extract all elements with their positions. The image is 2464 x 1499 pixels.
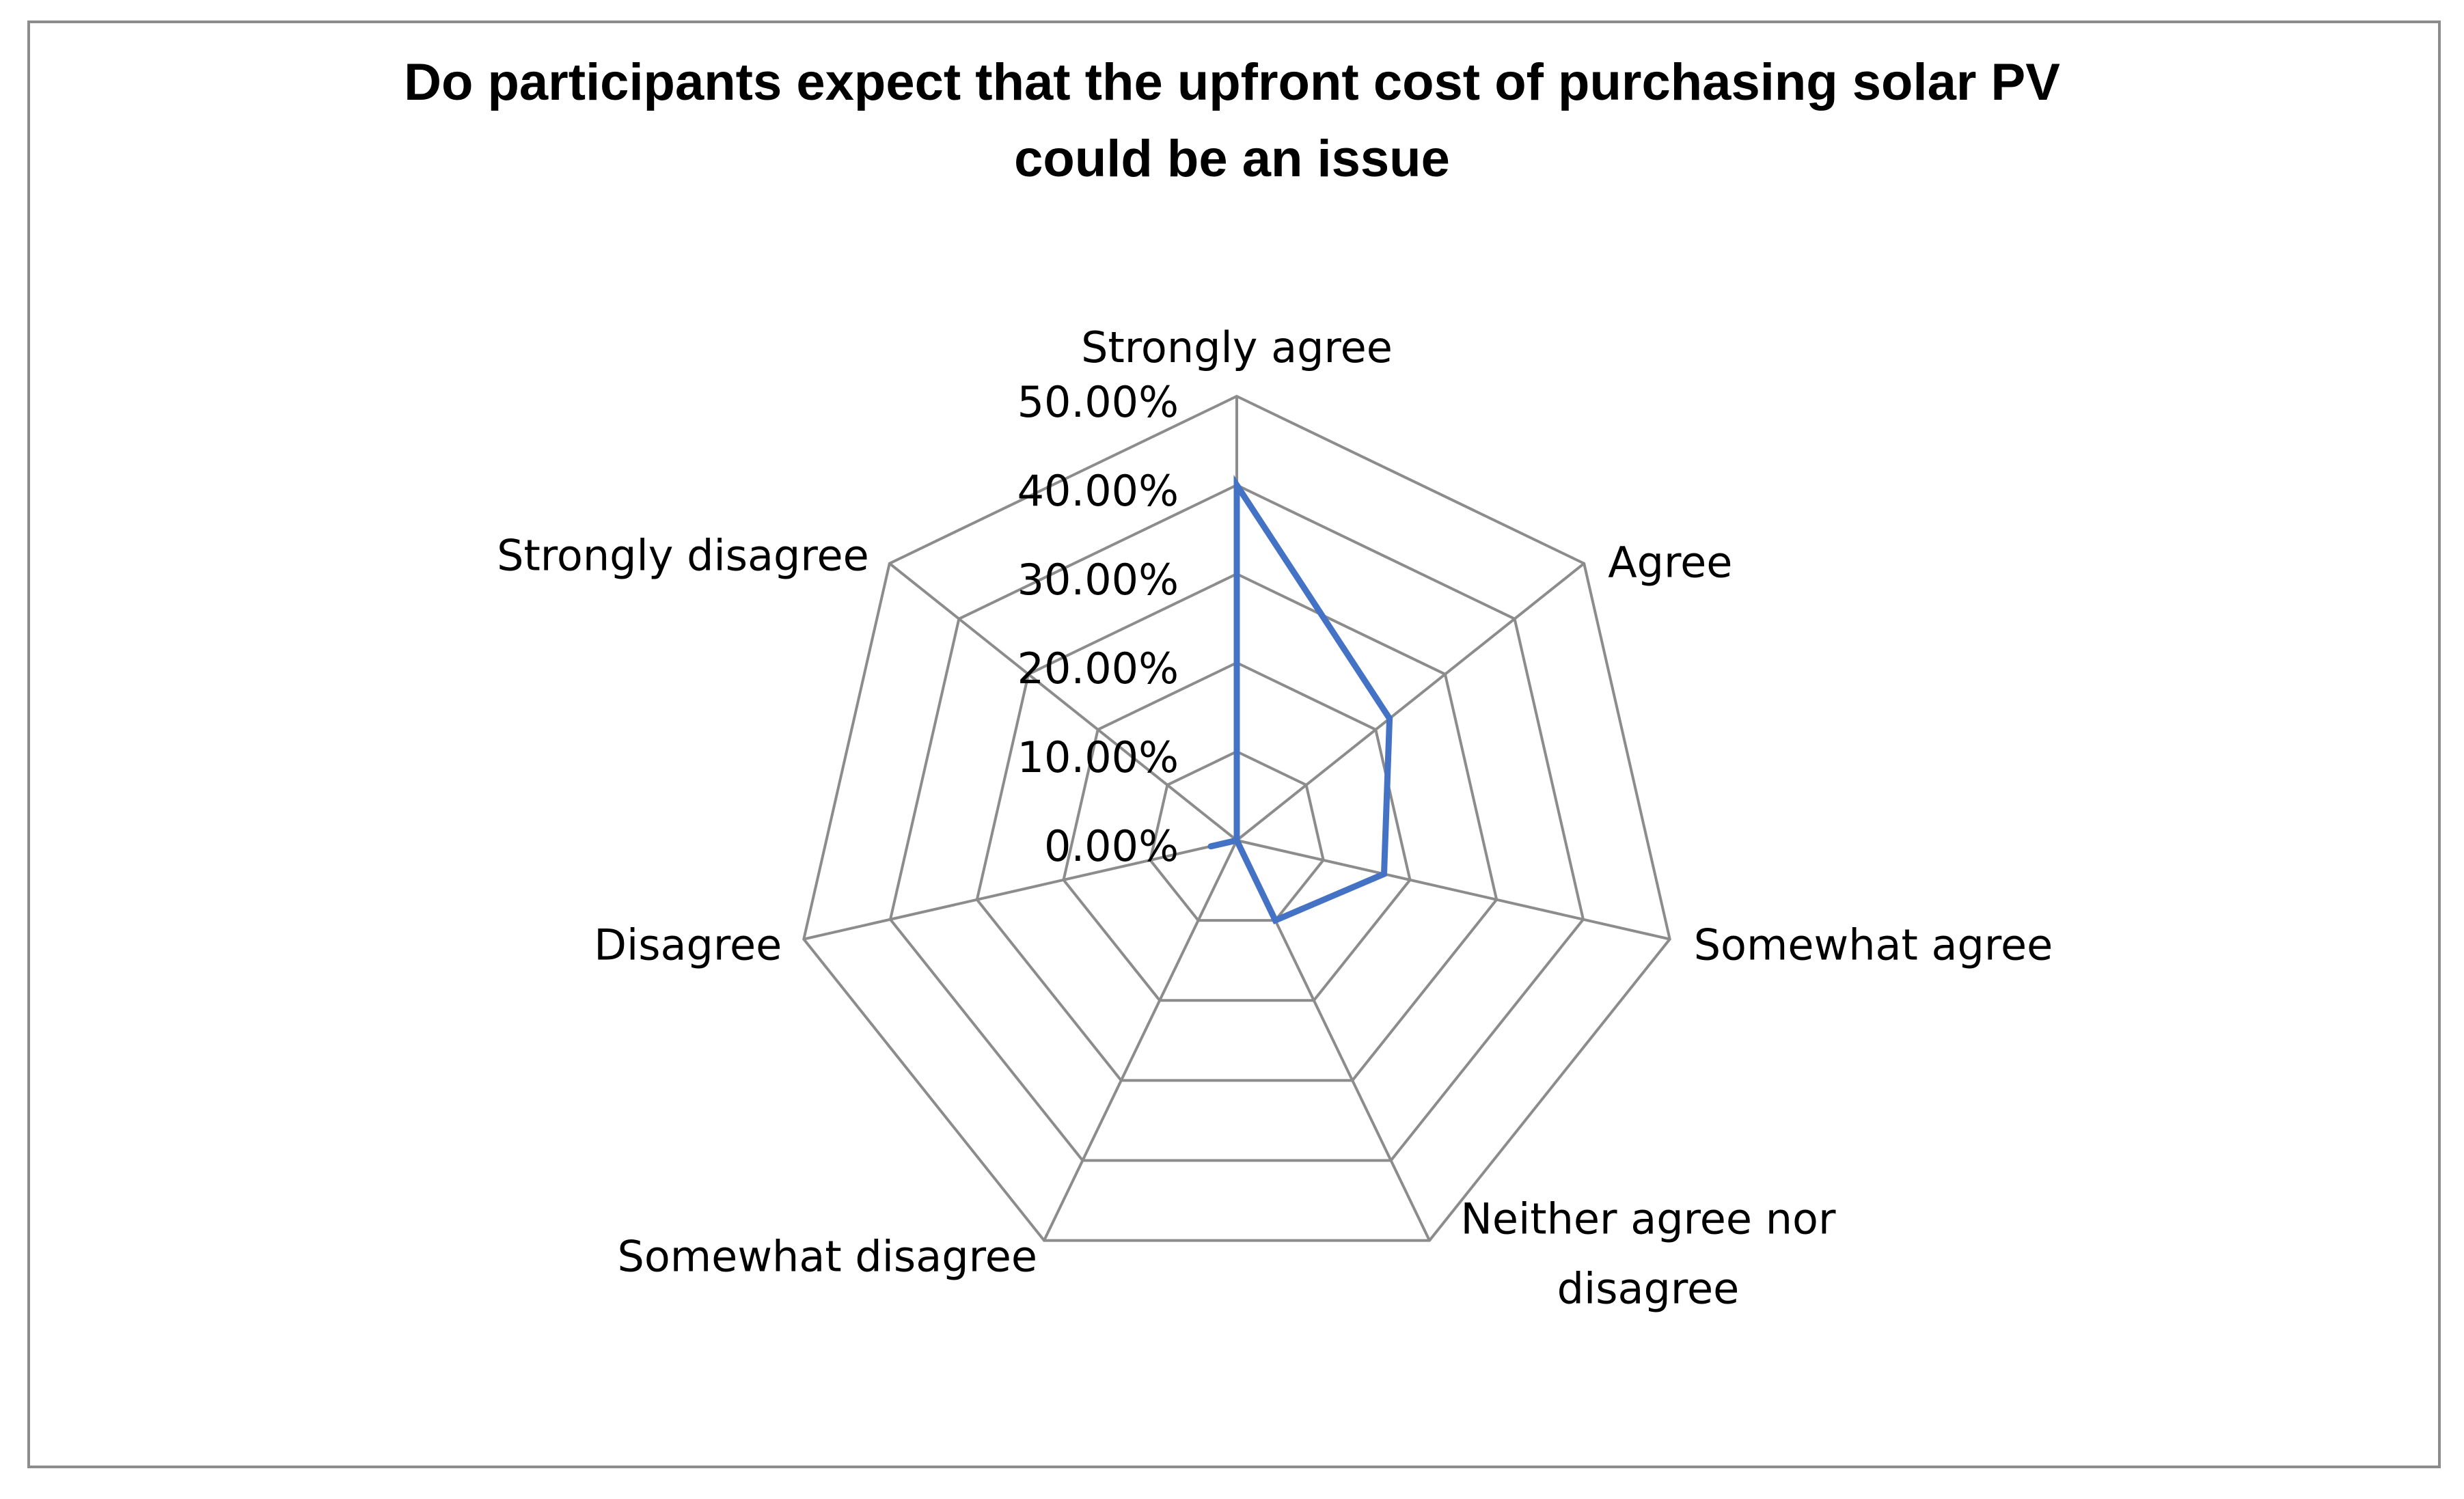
tick-label: 40.00% — [1017, 466, 1179, 516]
grid-spoke-6 — [888, 562, 1238, 842]
tick-label: 30.00% — [1017, 555, 1179, 605]
category-label-4: Somewhat disagree — [618, 1232, 1038, 1282]
grid-spoke-2 — [1236, 839, 1671, 941]
tick-label: 50.00% — [1017, 377, 1179, 427]
tick-label: 10.00% — [1017, 732, 1179, 782]
grid-spoke-5 — [803, 839, 1237, 941]
grid-ring-2 — [1062, 661, 1412, 1002]
category-label-3: Neither agree nor disagree — [1461, 1194, 1836, 1314]
data-point-3 — [1272, 917, 1278, 924]
chart-title: Do participants expect that the upfront … — [0, 44, 2464, 197]
data-point-5 — [1207, 843, 1214, 850]
series-line-0 — [1209, 474, 1393, 924]
chart-title-line-1: Do participants expect that the upfront … — [404, 53, 2060, 111]
category-label-0: Strongly agree — [1081, 322, 1393, 372]
category-label-line: Neither agree nor — [1461, 1194, 1836, 1244]
data-point-0 — [1233, 482, 1240, 489]
grid-spoke-4 — [1043, 840, 1238, 1241]
radar-grid — [802, 394, 1671, 1242]
grid-ring-5 — [802, 394, 1671, 1242]
category-label-6: Strongly disagree — [497, 531, 869, 581]
category-label-2: Somewhat agree — [1694, 920, 2053, 970]
grid-spoke-1 — [1235, 562, 1585, 842]
tick-label: 0.00% — [1044, 821, 1179, 871]
data-point-6 — [1233, 837, 1240, 844]
grid-ring-3 — [975, 572, 1498, 1082]
data-point-2 — [1381, 870, 1387, 877]
tick-label: 20.00% — [1017, 644, 1179, 693]
data-point-1 — [1386, 715, 1393, 722]
category-label-line: disagree — [1557, 1264, 1740, 1314]
chart-title-line-2: could be an issue — [1014, 130, 1450, 188]
grid-ring-4 — [888, 483, 1585, 1162]
category-label-5: Disagree — [594, 920, 782, 970]
grid-ring-1 — [1149, 750, 1325, 922]
category-label-1: Agree — [1608, 538, 1732, 588]
